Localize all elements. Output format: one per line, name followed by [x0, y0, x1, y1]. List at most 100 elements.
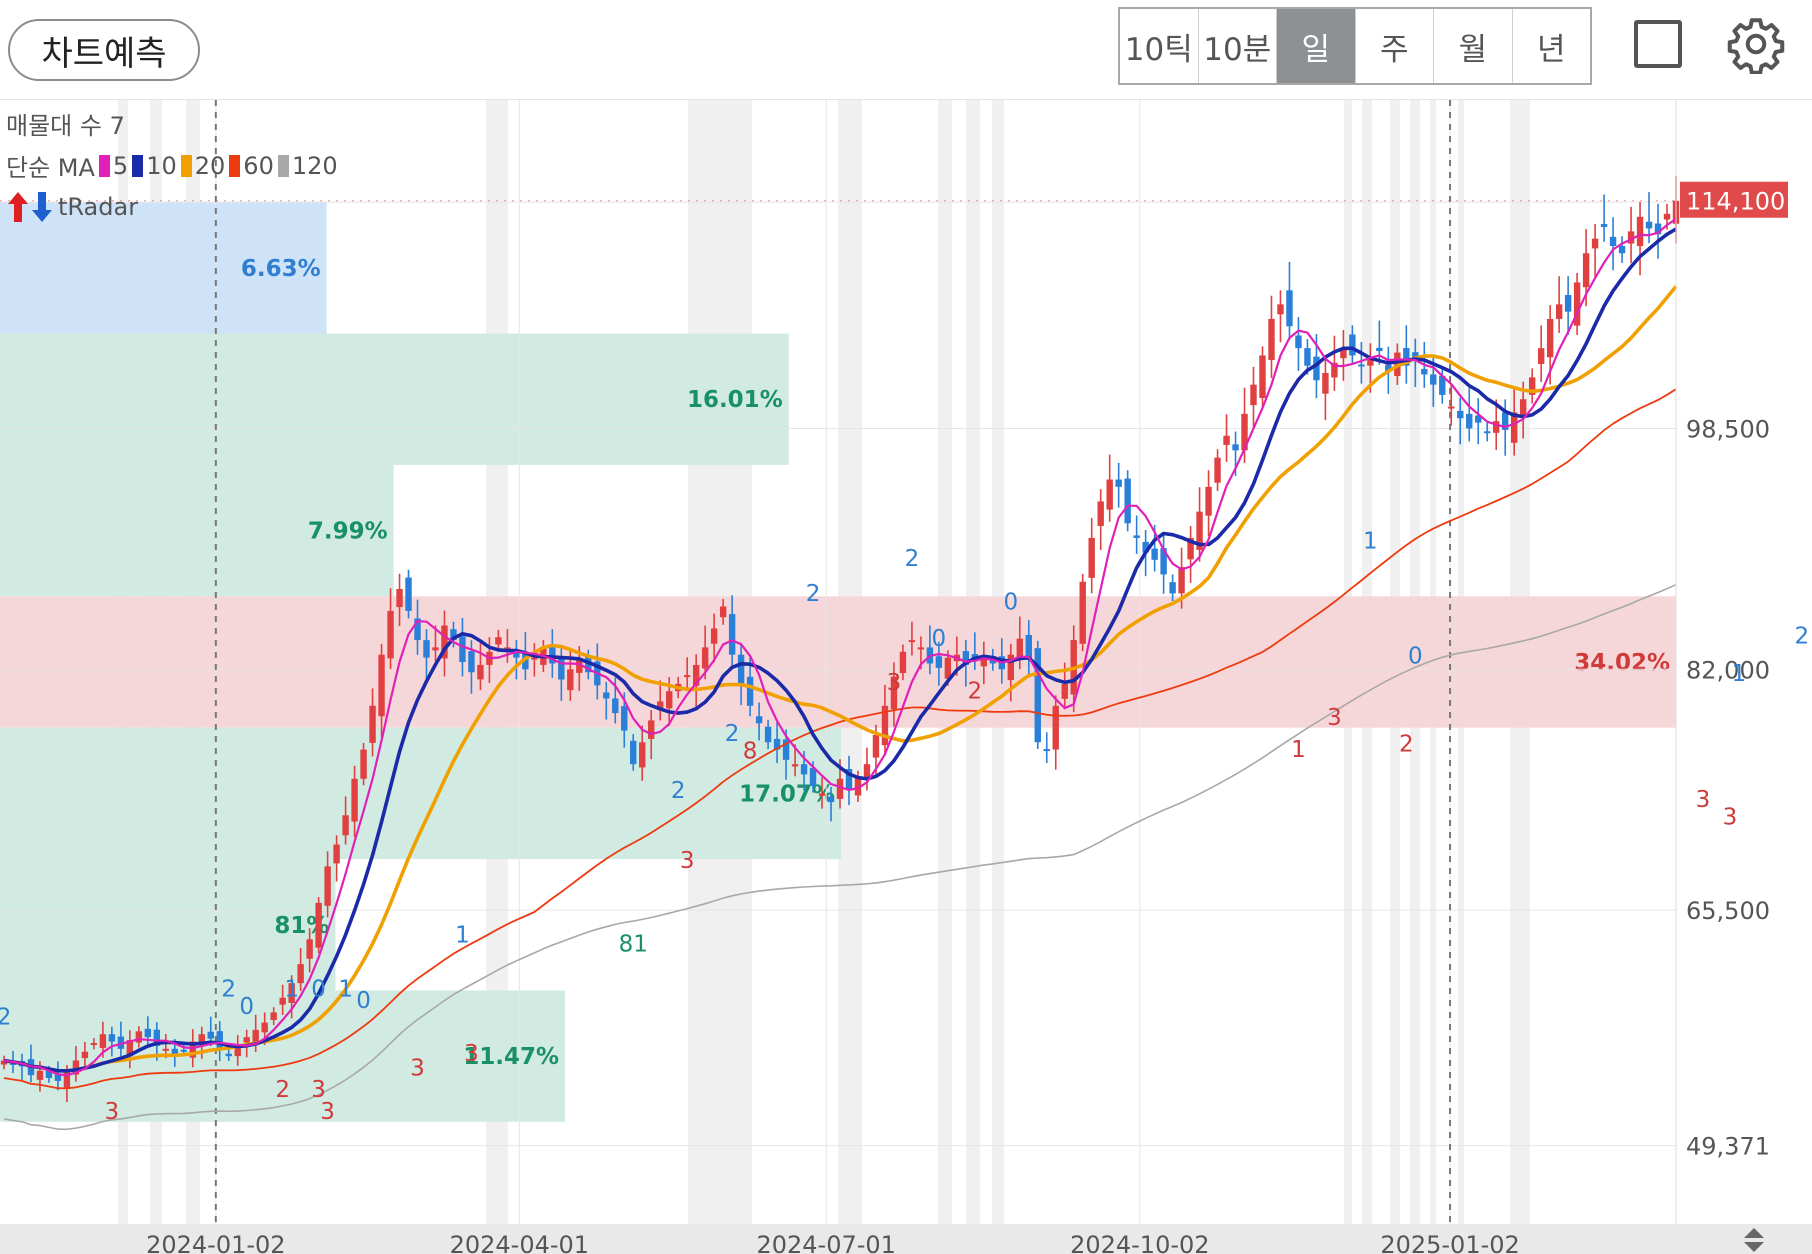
signal-marker: 2	[275, 1077, 290, 1103]
candle-body	[944, 657, 952, 679]
candle-body	[387, 610, 394, 659]
candle-body	[845, 768, 853, 789]
candle-body	[1654, 223, 1662, 235]
candle-body	[270, 1012, 277, 1021]
signal-marker: 2	[968, 679, 983, 705]
candle-body	[315, 902, 322, 948]
signal-marker: 3	[410, 1055, 425, 1081]
ma-5-swatch	[98, 154, 110, 177]
tradar-legend: tRadar	[6, 190, 138, 224]
signal-marker: 3	[1327, 705, 1342, 731]
ma-120-swatch	[277, 154, 289, 177]
candle-body	[1061, 683, 1068, 699]
candle-body	[827, 796, 835, 803]
tab-10-minute[interactable]: 10분	[1199, 9, 1277, 83]
ma-60-label: 60	[243, 151, 274, 180]
candle-body	[531, 657, 538, 660]
candle-body	[1573, 282, 1581, 326]
candle-body	[1151, 548, 1158, 560]
candle-body	[198, 1034, 205, 1045]
candle-body	[1052, 705, 1059, 750]
candle-body	[1286, 290, 1293, 327]
candle-body	[279, 997, 286, 1005]
ma-legend: 단순 MA 5 10 20 60 120	[6, 148, 338, 183]
candle-body	[171, 1048, 178, 1055]
candle-body	[737, 654, 745, 684]
candle-body	[369, 705, 376, 743]
candle-body	[513, 651, 520, 658]
tab-week[interactable]: 주	[1356, 9, 1434, 83]
signal-marker: 1	[1363, 528, 1378, 554]
candle-body	[378, 654, 385, 717]
candle-body	[1097, 501, 1104, 526]
candle-body	[1367, 356, 1374, 366]
candle-body	[333, 844, 340, 864]
signal-marker: 2	[221, 977, 236, 1003]
candle-body	[90, 1042, 98, 1045]
chart-predict-button[interactable]: 차트예측	[8, 19, 200, 81]
candle-body	[1088, 537, 1095, 578]
candle-body	[81, 1051, 89, 1059]
candle-body	[1115, 479, 1122, 487]
price-chart[interactable]: 6.63%16.01%7.99%34.02%17.07%81%11.47%114…	[0, 100, 1812, 1254]
candle-body	[1214, 457, 1221, 483]
x-tick-label: 2025-01-02	[1380, 1231, 1519, 1254]
candle-body	[54, 1073, 62, 1081]
signal-marker: 0	[1003, 590, 1018, 616]
chart-toolbar: 차트예측 10틱 10분 일 주 월 년	[0, 0, 1812, 100]
volume-profile-label: 11.47%	[463, 1044, 559, 1070]
candle-body	[863, 764, 871, 778]
volume-profile-label: 34.02%	[1574, 650, 1670, 676]
candle-body	[935, 656, 943, 668]
resize-handle-icon[interactable]	[1744, 1228, 1764, 1252]
signal-marker: 2	[671, 778, 686, 804]
candle-body	[1502, 412, 1509, 430]
candle-body	[899, 651, 907, 674]
candle-body	[890, 676, 898, 710]
ma-120-line	[3, 583, 1677, 1131]
candle-body	[1196, 511, 1203, 550]
signal-marker: 0	[239, 994, 254, 1020]
candle-body	[441, 625, 448, 659]
candle-body	[1133, 535, 1140, 538]
tab-day[interactable]: 일	[1277, 9, 1356, 83]
candle-body	[162, 1048, 170, 1051]
candle-body	[0, 1060, 8, 1065]
tab-10-tick[interactable]: 10틱	[1120, 9, 1199, 83]
candle-body	[1349, 334, 1356, 356]
ma-5-label: 5	[112, 151, 129, 180]
candle-body	[1609, 236, 1617, 246]
tab-month[interactable]: 월	[1434, 9, 1513, 83]
candle-body	[216, 1031, 223, 1049]
tab-year[interactable]: 년	[1536, 31, 1566, 68]
signal-marker: 1	[1291, 737, 1306, 763]
candle-body	[917, 647, 925, 650]
volume-profile-bar	[0, 859, 336, 991]
candle-body	[1475, 415, 1482, 423]
candle-body	[1295, 335, 1302, 349]
candle-body	[477, 664, 484, 680]
candle-body	[1421, 368, 1428, 375]
volume-profile-bar	[0, 333, 789, 465]
candle-body	[683, 675, 691, 678]
candle-body	[207, 1031, 214, 1039]
y-tick-label: 98,500	[1686, 415, 1770, 443]
candle-body	[1223, 435, 1230, 445]
ma-20-swatch	[180, 154, 192, 177]
x-axis-band	[0, 1224, 1812, 1254]
candle-body	[1564, 294, 1572, 312]
candle-body	[1439, 375, 1446, 395]
candle-body	[1519, 399, 1527, 417]
volume-profile-label: 6.63%	[241, 256, 321, 282]
candle-body	[558, 656, 565, 680]
candle-body	[63, 1072, 71, 1089]
candle-body	[1618, 245, 1626, 254]
candle-body	[1268, 318, 1275, 360]
gear-icon[interactable]	[1726, 14, 1786, 75]
candle-body	[288, 983, 295, 1003]
candle-body	[603, 692, 610, 699]
signal-marker: 2	[0, 1004, 11, 1030]
square-outline-icon[interactable]	[1634, 20, 1682, 68]
signal-marker: 2	[806, 581, 821, 607]
signal-marker: 0	[932, 626, 947, 652]
